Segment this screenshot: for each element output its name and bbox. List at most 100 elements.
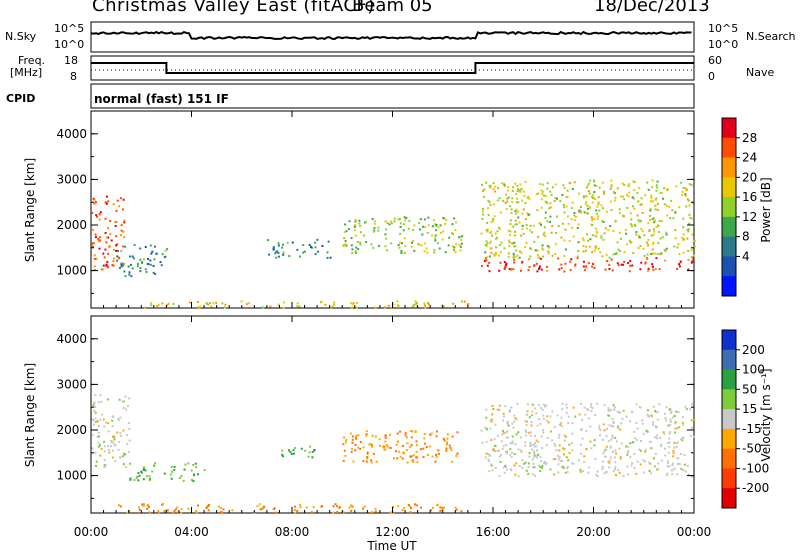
power-cell bbox=[357, 248, 360, 251]
power-cell bbox=[355, 246, 358, 249]
power-cell bbox=[680, 181, 683, 184]
power-cell bbox=[646, 269, 649, 272]
velocity-cell bbox=[529, 441, 532, 444]
power-cell bbox=[374, 306, 377, 309]
power-cell bbox=[443, 217, 446, 220]
power-cell bbox=[690, 184, 693, 187]
velocity-cell bbox=[366, 452, 369, 455]
power-cell bbox=[488, 241, 491, 244]
power-cell bbox=[485, 229, 488, 232]
velocity-cell bbox=[683, 453, 686, 456]
y-tick-label: 2000 bbox=[56, 423, 87, 437]
power-cell bbox=[513, 261, 516, 264]
power-cell bbox=[637, 200, 640, 203]
velocity-cell bbox=[193, 474, 196, 477]
power-cell bbox=[499, 251, 502, 254]
velocity-cell bbox=[368, 443, 371, 446]
velocity-cell bbox=[406, 461, 409, 464]
velocity-cell bbox=[538, 403, 541, 406]
power-cell bbox=[642, 247, 645, 250]
velocity-cell bbox=[425, 446, 428, 449]
power-cell bbox=[343, 237, 346, 240]
power-cell bbox=[498, 227, 501, 230]
mode-label: normal (fast) 151 IF bbox=[94, 92, 229, 106]
power-cell bbox=[98, 247, 101, 250]
power-cell bbox=[617, 248, 620, 251]
velocity-cell bbox=[336, 511, 339, 514]
velocity-cell bbox=[389, 446, 392, 449]
power-cell bbox=[629, 264, 632, 267]
freq-unit-label: [MHz] bbox=[10, 66, 43, 79]
velocity-cell bbox=[415, 440, 418, 443]
velocity-cell bbox=[352, 460, 355, 463]
velocity-cell bbox=[564, 471, 567, 474]
velocity-cell bbox=[122, 429, 125, 432]
power-cell bbox=[534, 249, 537, 252]
velocity-cell bbox=[355, 437, 358, 440]
velocity-cell bbox=[530, 444, 533, 447]
power-cell bbox=[592, 194, 595, 197]
power-cell bbox=[495, 236, 498, 239]
power-cell bbox=[310, 246, 313, 249]
colorbar-tick-label: 28 bbox=[742, 131, 757, 145]
velocity-cell bbox=[344, 454, 347, 457]
power-cell bbox=[410, 245, 413, 248]
velocity-cell bbox=[491, 405, 494, 408]
colorbar-swatch bbox=[722, 330, 736, 351]
velocity-cell bbox=[128, 422, 131, 425]
power-cell bbox=[505, 193, 508, 196]
velocity-cell bbox=[354, 443, 357, 446]
velocity-cell bbox=[546, 436, 549, 439]
velocity-cell bbox=[415, 504, 418, 507]
velocity-cell bbox=[126, 511, 129, 514]
power-cell bbox=[690, 261, 693, 264]
velocity-cell bbox=[219, 506, 222, 509]
velocity-cell bbox=[587, 409, 590, 412]
velocity-cell bbox=[292, 449, 295, 452]
velocity-cell bbox=[528, 416, 531, 419]
power-cell bbox=[594, 247, 597, 250]
power-cell bbox=[576, 226, 579, 229]
velocity-cell bbox=[579, 468, 582, 471]
velocity-cell bbox=[529, 445, 532, 448]
velocity-cell bbox=[94, 465, 97, 468]
power-cell bbox=[541, 192, 544, 195]
power-cell bbox=[313, 241, 316, 244]
power-cell bbox=[509, 230, 512, 233]
power-cell bbox=[484, 251, 487, 254]
velocity-cell bbox=[439, 506, 442, 509]
power-cell bbox=[554, 253, 557, 256]
power-cell bbox=[623, 198, 626, 201]
power-cell bbox=[509, 205, 512, 208]
velocity-cell bbox=[141, 503, 144, 506]
power-cell bbox=[542, 255, 545, 258]
power-cell bbox=[399, 225, 402, 228]
velocity-cell bbox=[108, 451, 111, 454]
velocity-cell bbox=[510, 406, 513, 409]
power-cell bbox=[512, 252, 515, 255]
power-cell bbox=[431, 225, 434, 228]
velocity-cell bbox=[494, 423, 497, 426]
power-cell bbox=[597, 215, 600, 218]
power-cell bbox=[487, 207, 490, 210]
velocity-cell bbox=[111, 440, 114, 443]
velocity-cell bbox=[608, 466, 611, 469]
velocity-cell bbox=[614, 436, 617, 439]
power-cell bbox=[689, 216, 692, 219]
power-cell bbox=[542, 233, 545, 236]
velocity-cell bbox=[156, 509, 159, 512]
power-cell bbox=[326, 256, 329, 259]
velocity-cell bbox=[676, 462, 679, 465]
power-cell bbox=[649, 209, 652, 212]
power-cell bbox=[610, 179, 613, 182]
velocity-cell bbox=[688, 408, 691, 411]
velocity-cell bbox=[599, 429, 602, 432]
velocity-cell bbox=[91, 447, 94, 450]
velocity-cell bbox=[307, 455, 310, 458]
power-cell bbox=[509, 219, 512, 222]
power-cell bbox=[590, 216, 593, 219]
velocity-cell bbox=[151, 470, 154, 473]
velocity-cell bbox=[611, 434, 614, 437]
velocity-cell bbox=[281, 449, 284, 452]
velocity-cell bbox=[484, 456, 487, 459]
